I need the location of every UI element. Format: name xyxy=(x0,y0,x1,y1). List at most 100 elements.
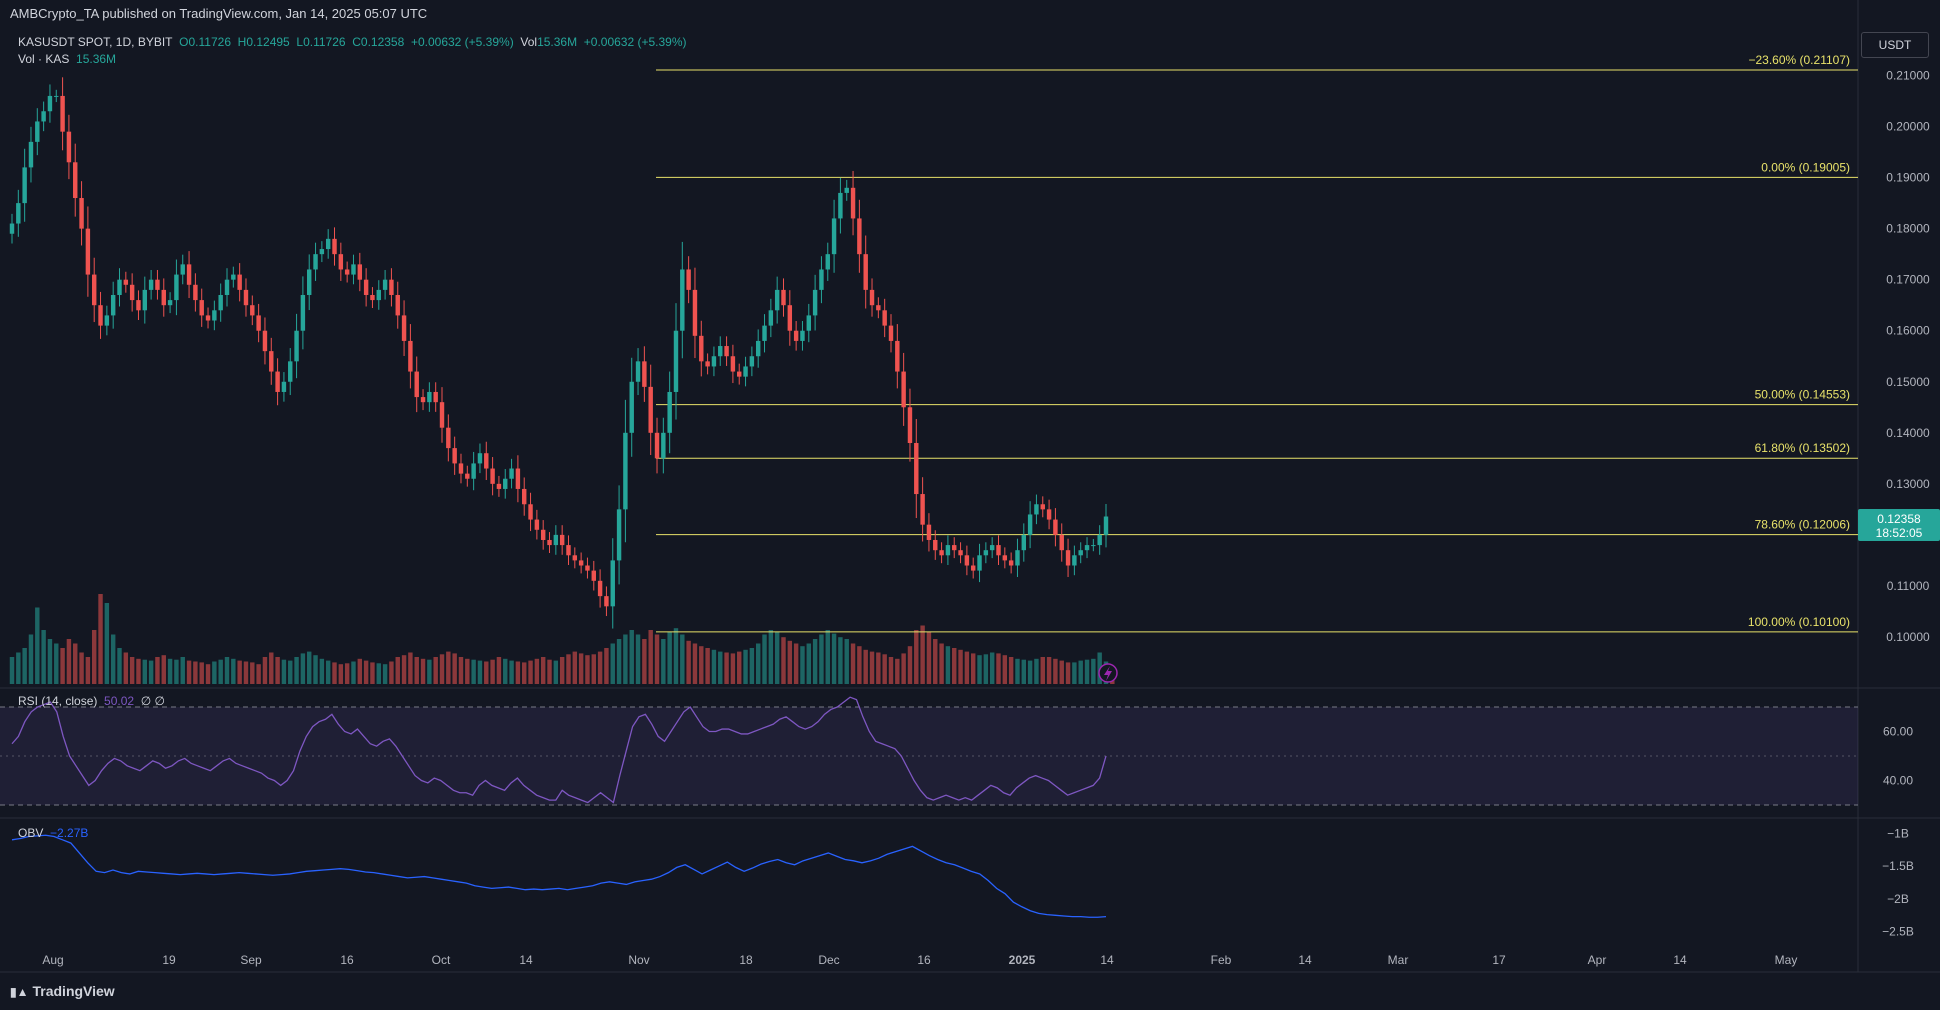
time-tick-label: Feb xyxy=(1211,953,1232,967)
symbol-name: KASUSDT SPOT, 1D, BYBIT xyxy=(18,35,173,49)
candle-body xyxy=(793,330,799,341)
time-tick-label: 14 xyxy=(1100,953,1114,967)
volume-bar xyxy=(737,651,742,684)
volume-series-value: 15.36M xyxy=(76,52,117,66)
candle-body xyxy=(1034,504,1039,515)
candle-body xyxy=(755,340,761,357)
candle-body xyxy=(1078,550,1083,556)
price-tick-label: 0.18000 xyxy=(1886,222,1930,236)
volume-bar xyxy=(964,651,970,684)
volume-bar xyxy=(673,628,679,684)
candle-body xyxy=(224,279,230,295)
volume-bar xyxy=(433,657,438,684)
candle-body xyxy=(117,279,122,295)
candle-body xyxy=(465,473,470,479)
volume-bar xyxy=(1040,657,1045,684)
volume-bar xyxy=(907,646,913,684)
candle-body xyxy=(718,346,723,357)
volume-bar xyxy=(66,639,72,684)
candle-body xyxy=(933,539,938,551)
current-price-tag: 0.12358 18:52:05 xyxy=(1858,509,1940,541)
candle-body xyxy=(667,391,672,433)
candle-body xyxy=(212,310,217,321)
volume-bar xyxy=(123,652,129,684)
volume-legend: Vol · KAS 15.36M xyxy=(18,52,116,66)
price-tick-label: 0.14000 xyxy=(1886,426,1930,440)
volume-bar xyxy=(1008,657,1014,684)
candle-body xyxy=(749,356,755,367)
candle-body xyxy=(446,427,451,449)
candle-body xyxy=(414,371,419,398)
volume-bar xyxy=(117,648,122,684)
volume-bar xyxy=(762,634,767,684)
obv-tick-label: −1.5B xyxy=(1882,859,1914,873)
volume-bar xyxy=(952,648,957,684)
time-tick-label: 14 xyxy=(1673,953,1687,967)
volume-bar xyxy=(793,643,799,684)
candle-body xyxy=(648,386,653,433)
tradingview-logo-icon: ▮▲ xyxy=(10,985,29,999)
volume-bar xyxy=(578,653,584,684)
candle-body xyxy=(863,254,868,290)
fib-level-label: −23.60% (0.21107) xyxy=(1748,53,1850,67)
candle-body xyxy=(787,305,793,331)
volume-bar xyxy=(224,657,230,684)
volume-bar xyxy=(414,657,419,684)
lightning-icon[interactable] xyxy=(1098,663,1118,683)
volume-change: +0.00632 (+5.39%) xyxy=(583,35,687,49)
candle-body xyxy=(186,264,192,285)
fib-level-label: 78.60% (0.12006) xyxy=(1755,518,1850,532)
volume-bar xyxy=(933,639,938,684)
candle-body xyxy=(1072,555,1077,566)
candle-body xyxy=(439,402,445,428)
volume-bar xyxy=(54,643,59,684)
rsi-tick-label: 60.00 xyxy=(1883,725,1913,739)
volume-bar xyxy=(325,660,331,684)
volume-bar xyxy=(547,659,552,684)
volume-bar xyxy=(597,651,603,684)
candle-body xyxy=(926,524,932,540)
volume-bar xyxy=(901,653,906,684)
volume-bar xyxy=(945,646,951,684)
volume-bar xyxy=(1072,662,1077,684)
volume-bar xyxy=(914,630,919,684)
candle-body xyxy=(977,555,982,571)
candle-body xyxy=(307,269,312,295)
volume-value: 15.36M xyxy=(537,35,578,49)
candle-body xyxy=(452,448,457,464)
currency-selector[interactable]: USDT xyxy=(1861,32,1929,58)
candle-body xyxy=(294,330,299,362)
candle-body xyxy=(351,264,356,275)
volume-bar xyxy=(654,634,660,684)
volume-bar xyxy=(471,659,476,684)
volume-bar xyxy=(446,651,451,684)
volume-bar xyxy=(623,634,628,684)
obv-label: OBV xyxy=(18,826,44,840)
candle-body xyxy=(737,371,742,377)
candle-body xyxy=(534,519,540,530)
volume-bar xyxy=(484,661,489,684)
candle-body xyxy=(243,289,249,306)
volume-bar xyxy=(629,630,634,684)
candle-body xyxy=(458,463,464,474)
volume-label: Vol xyxy=(520,35,538,49)
volume-bar xyxy=(250,662,255,684)
candle-body xyxy=(515,468,521,489)
volume-bar xyxy=(604,648,609,684)
candle-body xyxy=(433,391,438,403)
tradingview-branding[interactable]: ▮▲ TradingView xyxy=(10,983,115,999)
volume-bar xyxy=(47,639,53,684)
volume-bar xyxy=(553,660,559,684)
volume-bar xyxy=(876,652,881,684)
volume-bar xyxy=(996,653,1001,684)
candle-body xyxy=(382,279,388,290)
time-tick-label: Apr xyxy=(1588,953,1607,967)
candle-body xyxy=(914,443,919,495)
current-price-value: 0.12358 xyxy=(1877,512,1921,526)
volume-bar xyxy=(800,646,805,684)
volume-bar xyxy=(522,662,527,684)
volume-bar xyxy=(490,659,495,684)
candle-body xyxy=(73,162,78,199)
candle-body xyxy=(1027,514,1033,535)
